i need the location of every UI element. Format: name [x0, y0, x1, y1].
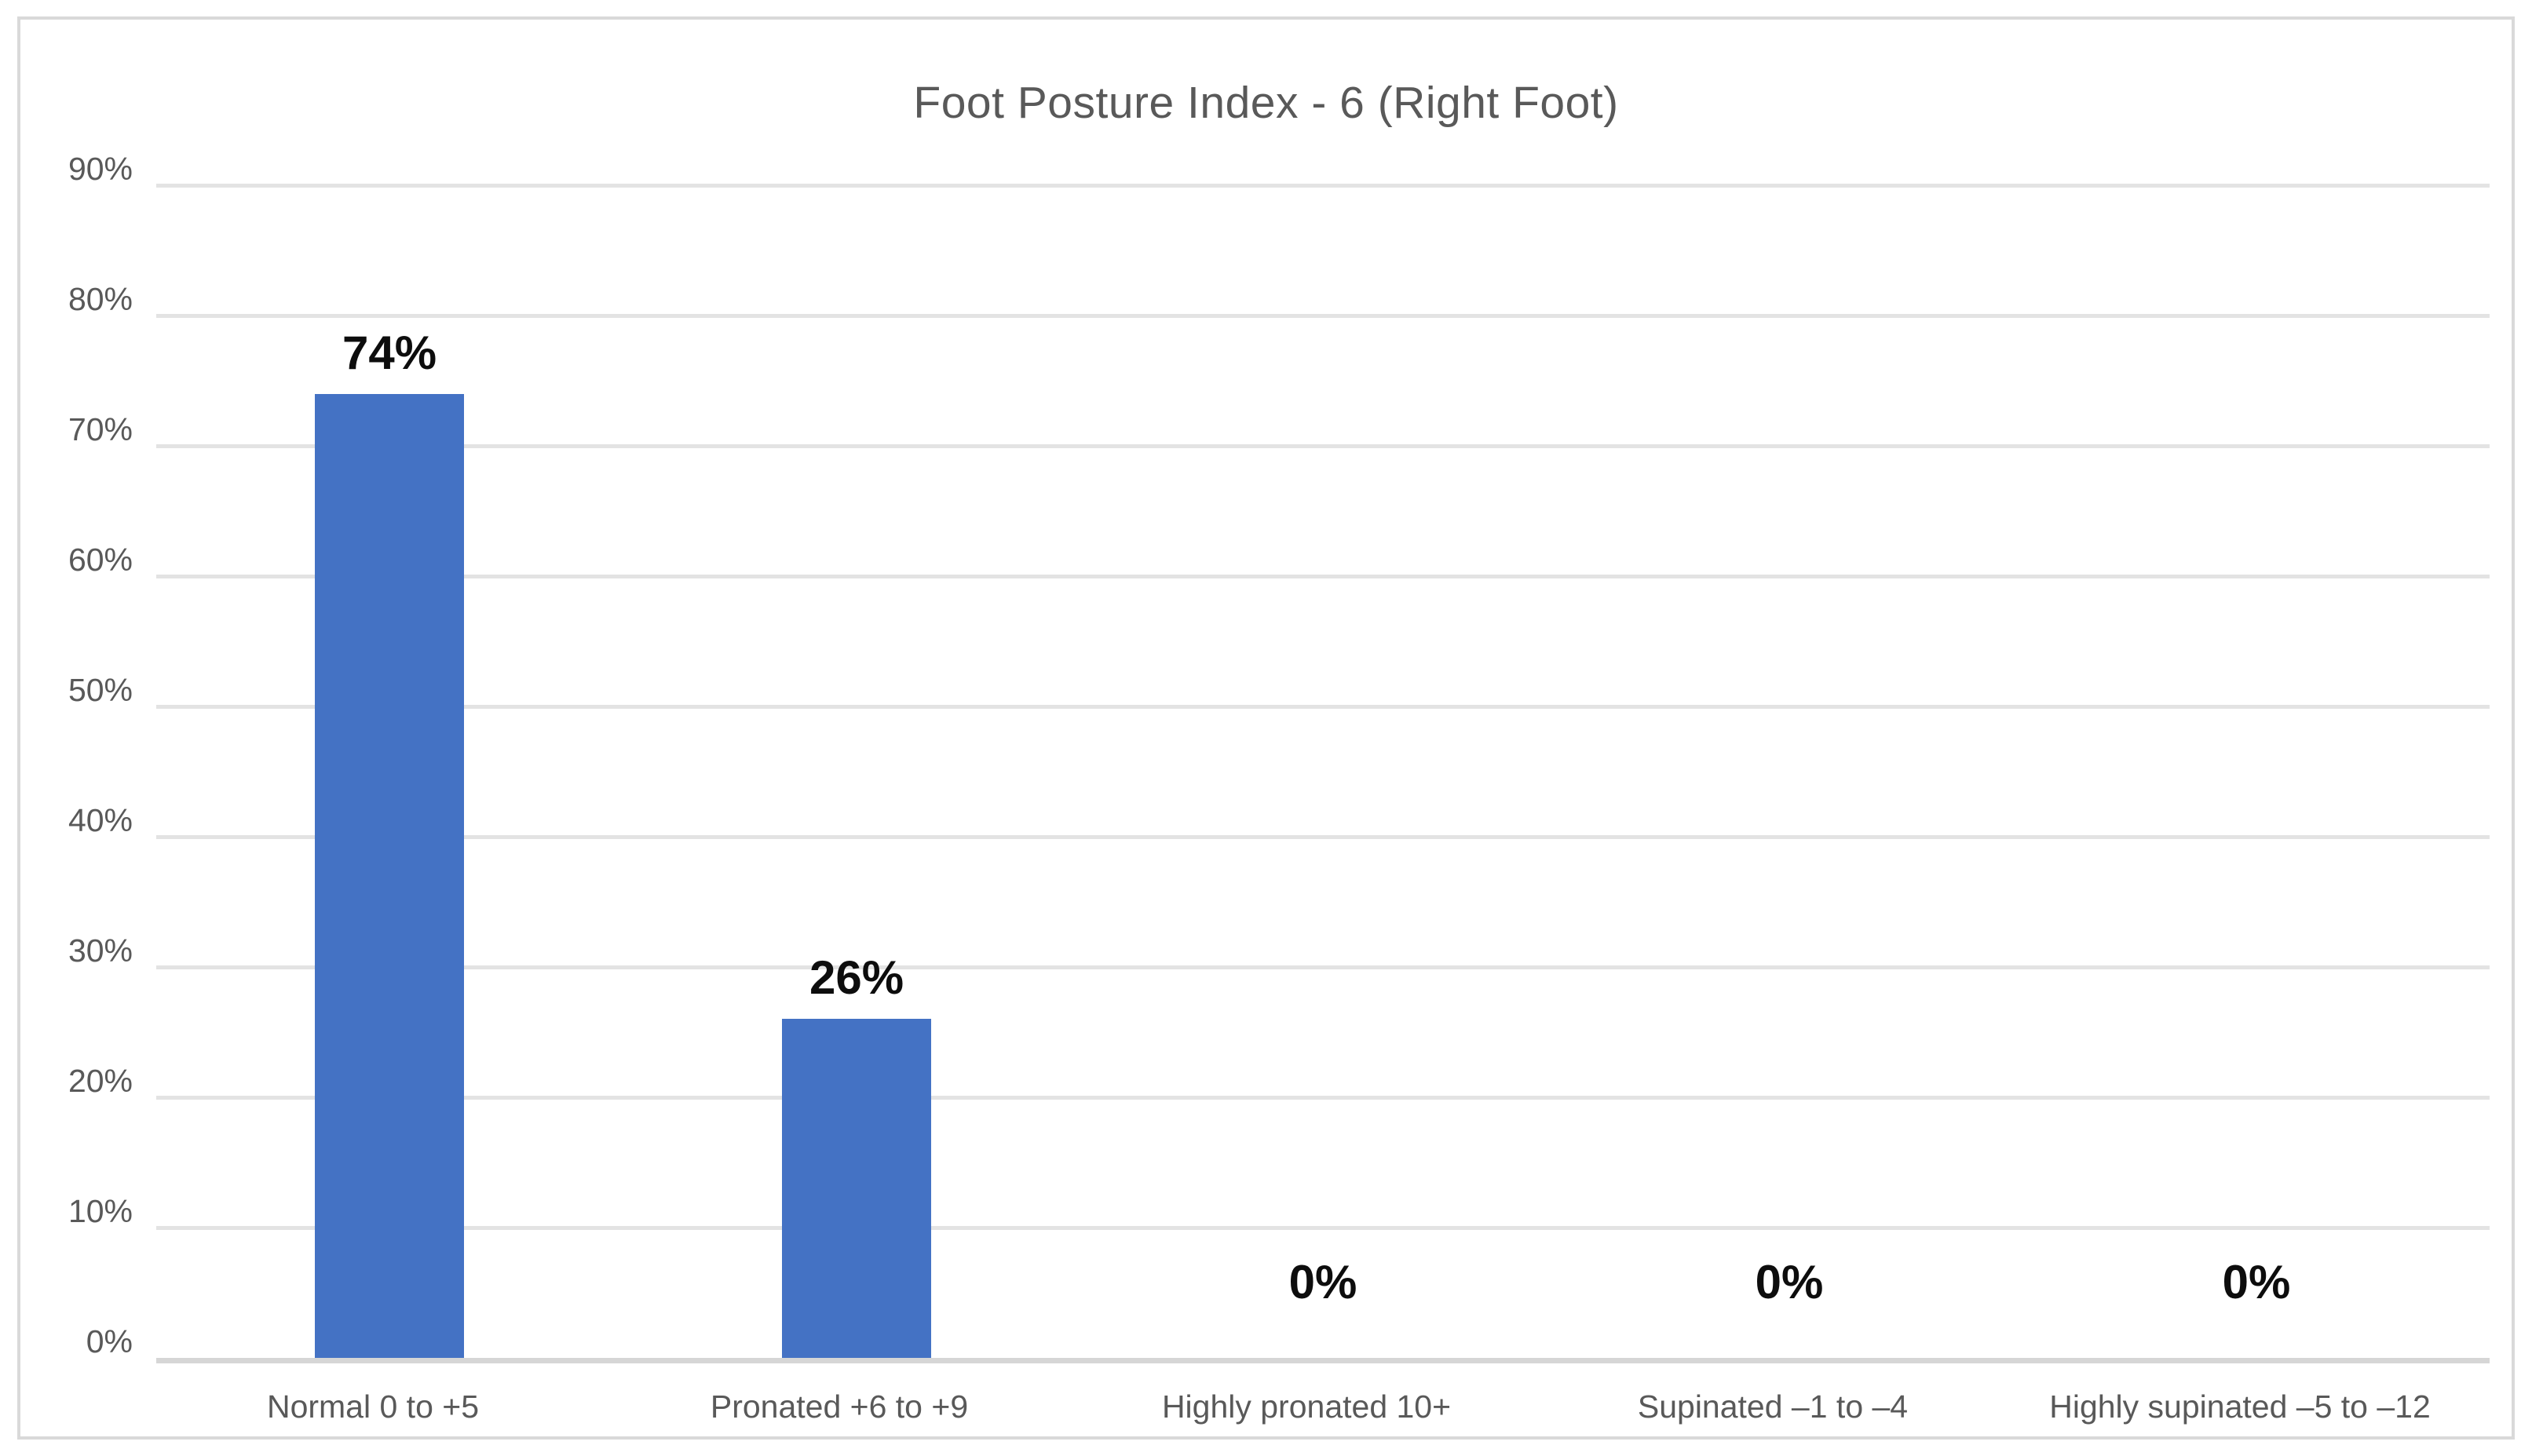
- gridline: [156, 314, 2490, 318]
- y-axis-tick-label: 0%: [86, 1323, 133, 1359]
- y-axis-tick-label: 70%: [68, 411, 133, 447]
- bar-value-label: 0%: [1755, 1256, 1824, 1308]
- gridline: [156, 1226, 2490, 1230]
- bar: [315, 394, 464, 1358]
- bar: [782, 1019, 931, 1358]
- bar-value-label: 74%: [342, 327, 437, 379]
- y-axis-tick-label: 10%: [68, 1193, 133, 1229]
- y-axis-tick-label: 50%: [68, 672, 133, 708]
- bar-value-label: 0%: [2222, 1256, 2291, 1308]
- gridline: [156, 705, 2490, 709]
- bar-value-label: 26%: [809, 951, 904, 1004]
- chart-frame: Foot Posture Index - 6 (Right Foot) 74% 2…: [17, 16, 2515, 1440]
- y-axis-tick-label: 80%: [68, 281, 133, 317]
- x-axis-category-label: Highly pronated 10+: [1161, 1388, 1452, 1425]
- gridline: [156, 835, 2490, 839]
- gridline: [156, 575, 2490, 578]
- bar-value-label: 0%: [1288, 1256, 1357, 1308]
- x-axis-category-label: Highly supinated –5 to –12: [2049, 1388, 2431, 1425]
- x-axis-category-label: Normal 0 to +5: [266, 1388, 480, 1425]
- gridline: [156, 444, 2490, 448]
- x-axis-category-label: Supinated –1 to –4: [1637, 1388, 1909, 1425]
- y-axis-tick-label: 20%: [68, 1063, 133, 1099]
- gridline: [156, 1096, 2490, 1100]
- gridline: [156, 965, 2490, 969]
- plot-area: 74% 26% 0% 0% 0%: [156, 184, 2490, 1363]
- y-axis-tick-label: 40%: [68, 802, 133, 838]
- x-axis-category-label: Pronated +6 to +9: [710, 1388, 969, 1425]
- y-axis-tick-label: 30%: [68, 932, 133, 969]
- y-axis-tick-label: 90%: [68, 151, 133, 187]
- chart-title: Foot Posture Index - 6 (Right Foot): [913, 78, 1619, 128]
- y-axis-tick-label: 60%: [68, 542, 133, 578]
- gridline: [156, 184, 2490, 188]
